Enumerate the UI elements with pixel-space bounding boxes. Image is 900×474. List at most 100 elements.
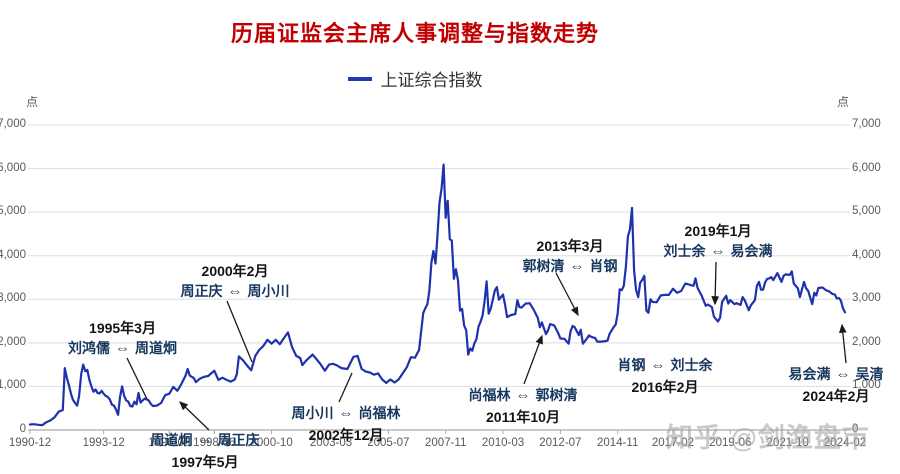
annotation-leader-line	[838, 323, 847, 364]
annotation-to-name: 肖钢	[589, 258, 618, 275]
x-axis-label: 2005-07	[367, 437, 410, 449]
swap-arrow-icon: ⇔	[115, 340, 130, 358]
y-axis-label-right: 7,000	[852, 118, 881, 130]
swap-arrow-icon: ⇔	[338, 405, 354, 422]
y-axis-label-right: 5,000	[852, 205, 881, 218]
y-axis-label-right: 2,000	[852, 335, 881, 348]
annotation-from-name: 刘鸿儒	[68, 340, 110, 357]
y-axis-label-right: 1,000	[852, 379, 881, 392]
annotation-names: 郭树清 ⇔ 肖钢	[494, 256, 646, 278]
legend-series-label: 上证综合指数	[380, 71, 483, 90]
y-axis-label: 0	[19, 423, 26, 435]
annotation-leader-line	[338, 372, 353, 403]
x-axis-label: 2014-11	[597, 437, 639, 449]
annotation-names: 周道炯 ⇔ 周正庆	[138, 430, 272, 452]
y-axis-label: 4,000	[0, 248, 26, 261]
annotation-leader-line	[126, 357, 148, 400]
annotation-to-name: 周小川	[247, 283, 290, 300]
y-axis-label: 5,000	[0, 205, 26, 218]
chairman-change-annotation: 周道炯 ⇔ 周正庆 1997年5月	[138, 430, 272, 472]
annotation-from-name: 郭树清	[522, 258, 565, 275]
y-axis-label: 2,000	[0, 335, 26, 348]
watermark: 知乎 @剑渔盘市	[666, 423, 870, 453]
chairman-change-annotation: 2013年3月郭树清 ⇔ 肖钢	[494, 236, 646, 278]
annotation-to-name: 尚福林	[358, 405, 401, 421]
annotation-leader-line	[523, 334, 543, 385]
annotation-date: 1995年3月	[89, 320, 156, 336]
chairman-change-annotation: 2019年1月刘士余 ⇔ 易会满	[644, 221, 792, 263]
swap-arrow-icon: ⇔	[197, 432, 213, 449]
x-axis-label: 2024-02	[823, 437, 867, 449]
annotation-names: 尚福林 ⇔ 郭树清	[456, 385, 590, 407]
x-axis-label: 2019-06	[709, 437, 752, 449]
annotation-to-name: 刘士余	[670, 357, 713, 373]
annotation-to-name: 易会满	[730, 243, 773, 260]
annotation-date: 2013年3月	[536, 238, 604, 254]
annotation-to-name: 郭树清	[535, 387, 578, 403]
x-axis-label: 1993-12	[82, 437, 125, 449]
annotation-from-name: 周小川	[291, 405, 334, 421]
y-axis-unit-right: 点	[837, 95, 850, 109]
annotation-date: 2016年2月	[631, 378, 699, 395]
annotation-date: 2002年12月	[308, 426, 384, 443]
annotation-from-name: 周道炯	[150, 432, 193, 448]
annotation-names: 周正庆 ⇔ 周小川	[166, 281, 304, 303]
y-axis-unit-left: 点	[26, 95, 39, 109]
annotation-from-name: 尚福林	[468, 387, 511, 403]
annotation-date: 1997年5月	[171, 453, 239, 470]
x-axis-label: 2003-03	[309, 437, 353, 449]
annotation-names: 周小川 ⇔ 尚福林	[281, 403, 411, 425]
x-axis-label: 2007-11	[425, 437, 467, 449]
swap-arrow-icon: ⇔	[227, 283, 243, 301]
x-axis-label: 2010-03	[481, 437, 525, 449]
y-axis-label: 3,000	[0, 292, 26, 305]
annotation-leader-line	[711, 261, 720, 306]
annotation-from-name: 肖钢	[617, 357, 646, 373]
annotation-to-name: 周正庆	[217, 432, 260, 448]
annotation-names: 易会满 ⇔ 吴清	[776, 364, 896, 386]
index-line-series	[28, 163, 847, 427]
x-axis-label: 2021-10	[766, 437, 809, 449]
y-axis-label-right: 0	[852, 423, 859, 435]
chairman-change-annotation: 易会满 ⇔ 吴清 2024年2月	[776, 364, 896, 406]
annotation-leader-line	[555, 272, 579, 317]
y-axis-label: 7,000	[0, 118, 26, 130]
annotation-leader-line	[179, 401, 210, 431]
y-axis-label: 6,000	[0, 161, 26, 174]
swap-arrow-icon: ⇔	[569, 258, 585, 276]
annotation-date: 2011年10月	[486, 408, 560, 425]
annotation-names: 刘鸿儒 ⇔ 周道炯	[40, 338, 205, 360]
swap-arrow-icon: ⇔	[650, 357, 666, 374]
chairman-change-annotation: 周小川 ⇔ 尚福林 2002年12月	[281, 403, 411, 445]
chairman-change-annotation: 肖钢 ⇔ 刘士余 2016年2月	[598, 355, 732, 397]
page-title: 历届证监会主席人事调整与指数走势	[230, 21, 599, 46]
annotation-from-name: 刘士余	[663, 243, 706, 260]
annotation-from-name: 易会满	[788, 366, 831, 382]
legend: 上证综合指数	[0, 66, 830, 91]
chairman-change-annotation: 尚福林 ⇔ 郭树清 2011年10月	[456, 385, 590, 427]
swap-arrow-icon: ⇔	[710, 243, 726, 261]
annotation-date: 2024年2月	[802, 387, 870, 404]
y-axis-label-right: 4,000	[852, 248, 881, 261]
y-axis-label-right: 6,000	[852, 161, 881, 174]
annotation-leader-line	[226, 300, 253, 363]
legend-line-marker-icon	[347, 76, 372, 81]
chairman-change-annotation: 2000年2月周正庆 ⇔ 周小川	[166, 261, 304, 303]
annotation-to-name: 吴清	[855, 366, 884, 382]
x-axis-label: 2000-10	[250, 437, 293, 449]
chairman-change-annotation: 1995年3月刘鸿儒 ⇔ 周道炯	[40, 318, 205, 360]
annotation-names: 肖钢 ⇔ 刘士余	[598, 355, 732, 377]
y-axis-label: 1,000	[0, 379, 26, 392]
x-axis-label: 1996-08	[148, 437, 191, 449]
x-axis-label: 1990-12	[8, 437, 52, 449]
x-axis-label: 2017-02	[651, 437, 695, 449]
annotation-to-name: 周道炯	[135, 340, 177, 357]
annotation-names: 刘士余 ⇔ 易会满	[644, 241, 792, 263]
x-axis-label: 2012-07	[539, 437, 582, 449]
annotation-from-name: 周正庆	[180, 283, 223, 300]
swap-arrow-icon: ⇔	[835, 366, 851, 383]
annotation-date: 2019年1月	[684, 223, 752, 239]
annotation-date: 2000年2月	[201, 263, 269, 279]
